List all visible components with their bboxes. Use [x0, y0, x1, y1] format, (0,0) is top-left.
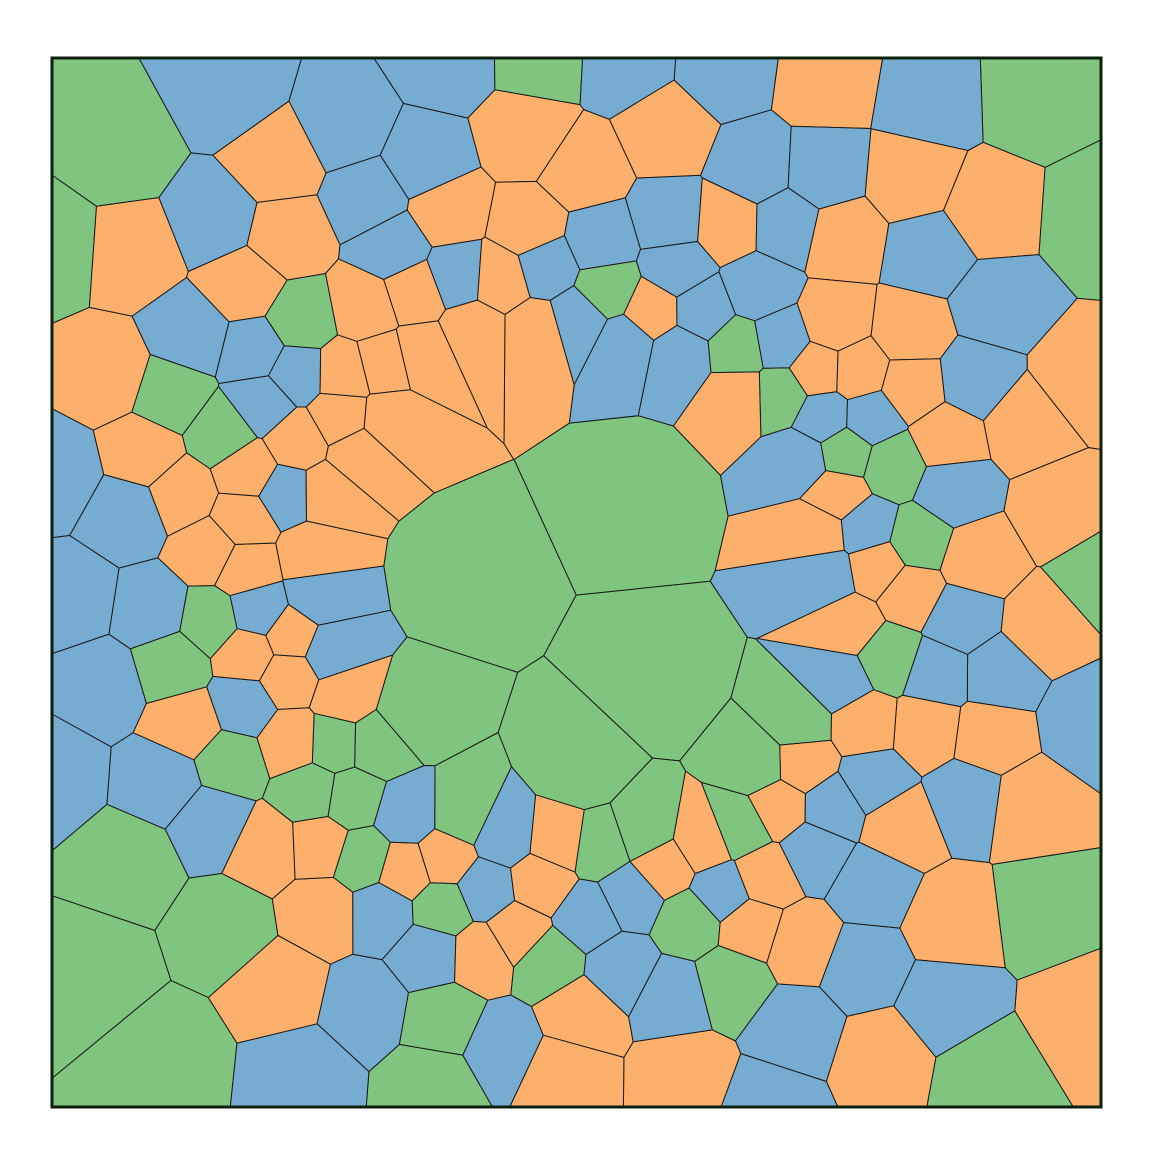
voronoi-cell	[131, 354, 220, 436]
voronoi-cell	[304, 609, 408, 681]
voronoi-cell	[208, 492, 282, 545]
voronoi-cell	[477, 236, 531, 315]
voronoi-cell	[473, 766, 537, 869]
voronoi-cell	[354, 709, 425, 782]
voronoi-cell	[311, 712, 357, 774]
voronoi-cell	[754, 302, 811, 369]
voronoi-cell	[880, 358, 946, 427]
voronoi-cell	[609, 757, 686, 862]
voronoi-cell	[597, 861, 665, 936]
voronoi-cell	[688, 859, 750, 923]
voronoi-cell	[804, 770, 867, 844]
voronoi-cell	[766, 896, 845, 988]
cells	[51, 57, 1102, 1108]
voronoi-cell	[268, 345, 322, 408]
voronoi-cell	[635, 241, 721, 298]
voronoi-cell	[679, 697, 782, 796]
voronoi-cell	[207, 935, 331, 1044]
voronoi-cell	[363, 389, 514, 494]
voronoi-cell	[383, 258, 446, 327]
voronoi-cell	[129, 630, 214, 704]
voronoi-cell	[485, 900, 554, 968]
voronoi-cell	[864, 128, 969, 224]
voronoi-cell	[770, 57, 884, 129]
voronoi-cell	[848, 541, 906, 603]
voronoi-cell	[714, 498, 845, 572]
voronoi-cell	[899, 857, 1006, 969]
voronoi-cell	[411, 882, 474, 937]
voronoi-cell	[568, 313, 655, 424]
voronoi-cell	[820, 426, 873, 478]
voronoi-cell	[893, 959, 1018, 1058]
voronoi-cell	[628, 952, 713, 1043]
voronoi-cell	[193, 729, 271, 802]
voronoi-cell	[292, 816, 349, 880]
voronoi-cell	[755, 187, 820, 273]
voronoi-cell	[920, 582, 1005, 655]
voronoi-cell	[673, 371, 762, 476]
voronoi-cell	[755, 638, 875, 715]
voronoi-cell	[212, 100, 327, 203]
voronoi-cell	[305, 458, 400, 540]
voronoi-cell	[51, 535, 120, 655]
voronoi-cell	[398, 981, 489, 1056]
frame	[50, 56, 1103, 1109]
voronoi-cell	[622, 1029, 742, 1108]
